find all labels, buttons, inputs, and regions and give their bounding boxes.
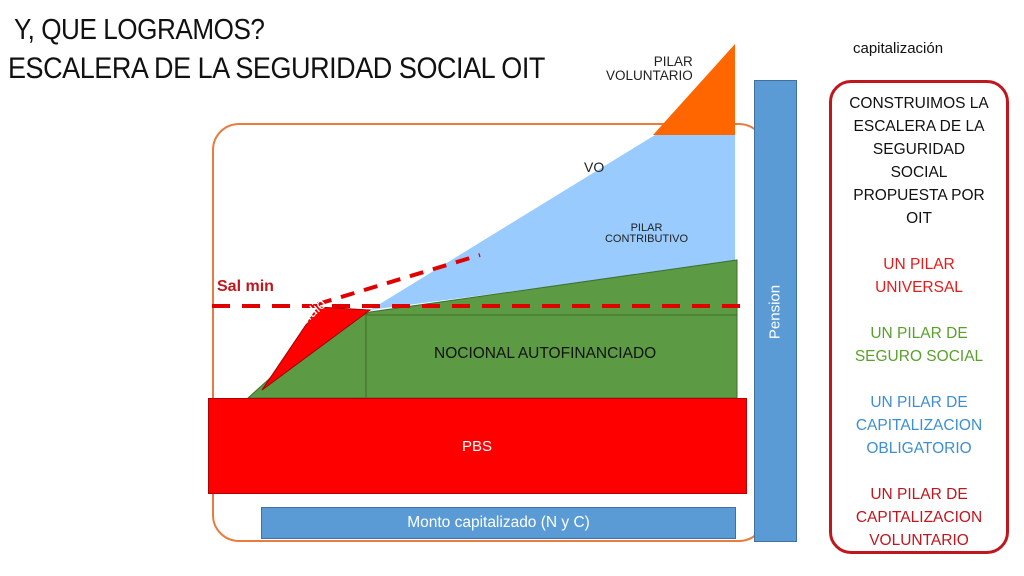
dashed-slope xyxy=(317,253,481,306)
pillar-seguro-social: UN PILAR DE SEGURO SOCIAL xyxy=(854,325,984,365)
pillars-summary-box: CONSTRUIMOS LA ESCALERA DE LA SEGURIDAD … xyxy=(829,80,1009,554)
pbs-block xyxy=(208,398,747,494)
nocional-label: NOCIONAL AUTOFINANCIADO xyxy=(434,345,657,362)
monto-capitalizado-bar: Monto capitalizado (N y C) xyxy=(261,507,736,539)
subsidio-triangle xyxy=(261,306,372,391)
pension-label: Pension xyxy=(766,284,784,340)
capitalizacion-label: capitalización xyxy=(853,40,944,57)
pilar-contributivo-label: PILAR CONTRIBUTIVO xyxy=(604,222,689,245)
pension-bar xyxy=(754,80,797,542)
pillar-universal: UN PILAR UNIVERSAL xyxy=(875,256,963,296)
partial-label: VO xyxy=(584,159,605,175)
pillar-capitalizacion-obligatorio: UN PILAR DE CAPITALIZACION OBLIGATORIO xyxy=(855,394,983,457)
pbs-label: PBS xyxy=(462,438,493,455)
title-line-2: ESCALERA DE LA SEGURIDAD SOCIAL OIT xyxy=(8,52,545,85)
sal-min-label: Sal min xyxy=(217,278,274,295)
intro-text: CONSTRUIMOS LA ESCALERA DE LA SEGURIDAD … xyxy=(849,95,989,227)
title-line-1: Y, QUE LOGRAMOS? xyxy=(14,14,265,46)
pillar-capitalizacion-voluntario: UN PILAR DE CAPITALIZACION VOLUNTARIO xyxy=(855,486,983,549)
pilar-voluntario-label: PILAR VOLUNTARIO xyxy=(606,54,693,83)
pilar-voluntario-triangle xyxy=(653,44,735,135)
pilar-contributivo-area xyxy=(370,135,735,310)
